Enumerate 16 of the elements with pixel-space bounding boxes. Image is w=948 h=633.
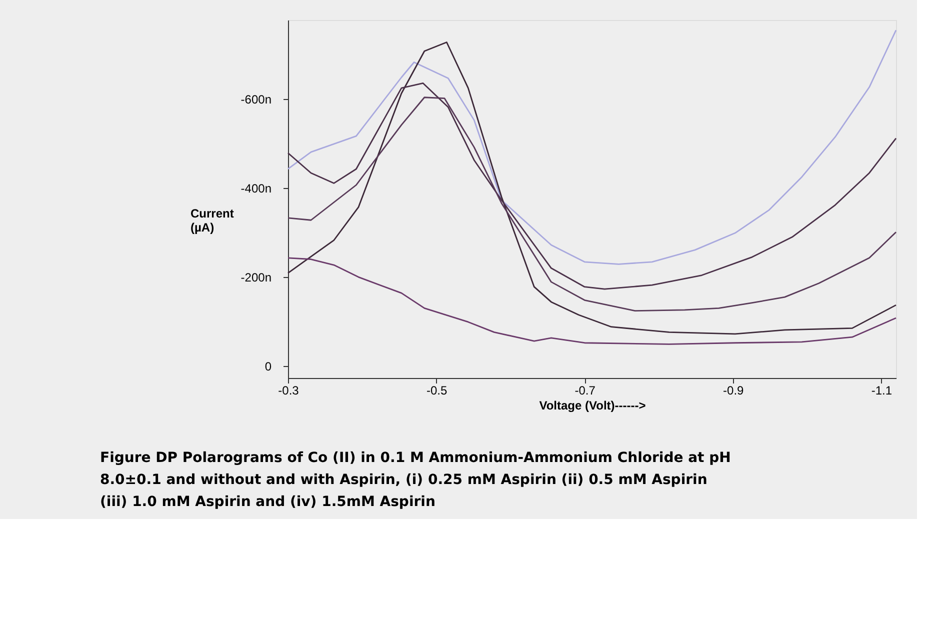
y-axis-title: Current (µA) bbox=[190, 206, 234, 234]
text: Figure DP Polarograms of Co (II) in 0.1 M Ammonium-Ammonium Chloride at pH 8.0±0.1 and without and with Aspirin, (i) 0.25 mM Aspirin (ii) 0.5 mM Aspirin (iii) 1.0 mM Aspirin and (iv) 1.5mM Aspirin bbox=[100, 450, 731, 510]
line-series bbox=[287, 30, 897, 265]
y-tick-label: -600n bbox=[240, 92, 272, 107]
y-tick-label: -200n bbox=[240, 270, 272, 285]
y-tick-label: -400n bbox=[240, 182, 272, 196]
x-tick-label: -0.9 bbox=[723, 384, 744, 398]
line-series bbox=[287, 96, 897, 312]
x-axis-title: Voltage (Volt)------> bbox=[539, 398, 646, 412]
x-tick-label: -0.5 bbox=[426, 384, 448, 398]
x-tick-label: -0.7 bbox=[574, 384, 596, 398]
x-tick-label: -1.1 bbox=[871, 384, 892, 398]
x-tick-label: -0.3 bbox=[278, 384, 300, 398]
y-tick-label: 0 bbox=[264, 359, 272, 374]
line-series bbox=[287, 257, 897, 345]
line-series bbox=[287, 82, 897, 290]
